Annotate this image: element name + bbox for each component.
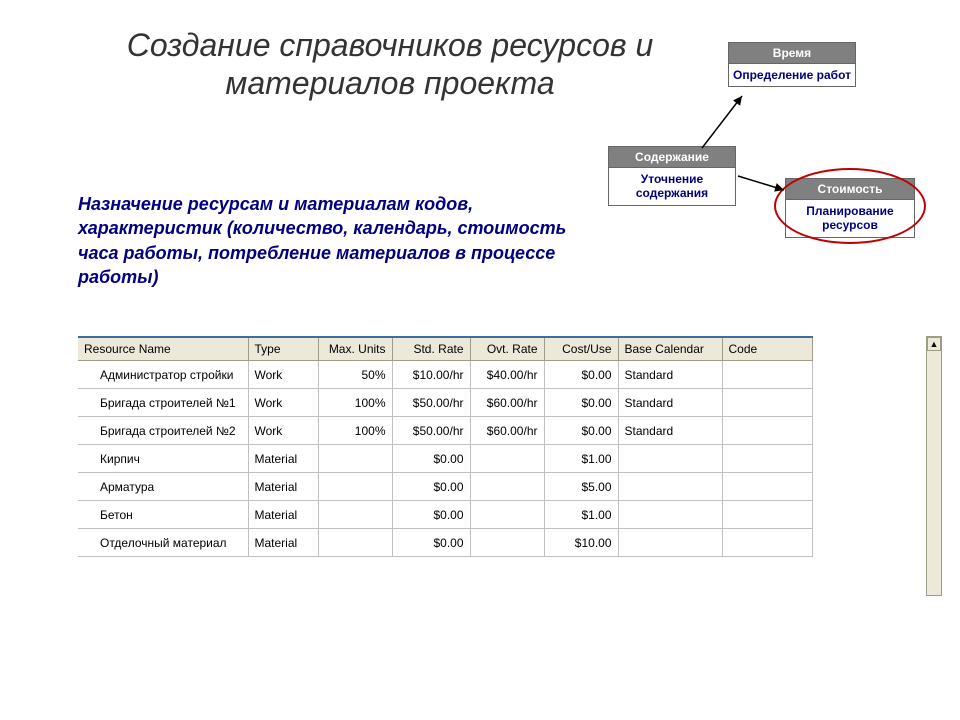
- cell-ovt: [470, 501, 544, 529]
- resource-table: Resource NameTypeMax. UnitsStd. RateOvt.…: [78, 336, 813, 557]
- cell-type: Material: [248, 445, 318, 473]
- cell-costuse: $1.00: [544, 501, 618, 529]
- table-row[interactable]: Администратор стройкиWork50%$10.00/hr$40…: [78, 361, 812, 389]
- cell-code: [722, 473, 812, 501]
- concept-body-cost: Планирование ресурсов: [786, 200, 914, 237]
- col-header-std[interactable]: Std. Rate: [392, 337, 470, 361]
- cell-std: $0.00: [392, 529, 470, 557]
- cell-name: Арматура: [78, 473, 248, 501]
- cell-costuse: $0.00: [544, 389, 618, 417]
- concept-header-scope: Содержание: [609, 147, 735, 168]
- vertical-scrollbar[interactable]: ▲: [926, 336, 942, 596]
- cell-ovt: $60.00/hr: [470, 389, 544, 417]
- concept-body-time: Определение работ: [729, 64, 855, 86]
- cell-max: [318, 473, 392, 501]
- table-row[interactable]: Бригада строителей №1Work100%$50.00/hr$6…: [78, 389, 812, 417]
- cell-name: Кирпич: [78, 445, 248, 473]
- table-row[interactable]: КирпичMaterial $0.00 $1.00: [78, 445, 812, 473]
- col-header-costuse[interactable]: Cost/Use: [544, 337, 618, 361]
- table-row[interactable]: Бригада строителей №2Work100%$50.00/hr$6…: [78, 417, 812, 445]
- col-header-ovt[interactable]: Ovt. Rate: [470, 337, 544, 361]
- cell-max: [318, 501, 392, 529]
- table-row[interactable]: Отделочный материалMaterial $0.00 $10.00: [78, 529, 812, 557]
- cell-ovt: [470, 473, 544, 501]
- cell-name: Бетон: [78, 501, 248, 529]
- cell-cal: [618, 529, 722, 557]
- description-text: Назначение ресурсам и материалам кодов, …: [78, 192, 578, 289]
- cell-cal: Standard: [618, 361, 722, 389]
- cell-name: Отделочный материал: [78, 529, 248, 557]
- cell-max: 100%: [318, 389, 392, 417]
- concept-box-time: Время Определение работ: [728, 42, 856, 87]
- cell-max: 50%: [318, 361, 392, 389]
- cell-type: Work: [248, 361, 318, 389]
- cell-std: $0.00: [392, 445, 470, 473]
- cell-type: Work: [248, 389, 318, 417]
- cell-costuse: $10.00: [544, 529, 618, 557]
- table-row[interactable]: АрматураMaterial $0.00 $5.00: [78, 473, 812, 501]
- col-header-type[interactable]: Type: [248, 337, 318, 361]
- cell-ovt: [470, 529, 544, 557]
- cell-std: $50.00/hr: [392, 417, 470, 445]
- table-header-row: Resource NameTypeMax. UnitsStd. RateOvt.…: [78, 337, 812, 361]
- cell-code: [722, 529, 812, 557]
- cell-cal: Standard: [618, 417, 722, 445]
- cell-std: $50.00/hr: [392, 389, 470, 417]
- cell-code: [722, 501, 812, 529]
- cell-code: [722, 389, 812, 417]
- table-row[interactable]: БетонMaterial $0.00 $1.00: [78, 501, 812, 529]
- col-header-name[interactable]: Resource Name: [78, 337, 248, 361]
- cell-costuse: $0.00: [544, 417, 618, 445]
- cell-std: $0.00: [392, 473, 470, 501]
- col-header-cal[interactable]: Base Calendar: [618, 337, 722, 361]
- cell-costuse: $5.00: [544, 473, 618, 501]
- concept-box-cost: Стоимость Планирование ресурсов: [785, 178, 915, 238]
- col-header-code[interactable]: Code: [722, 337, 812, 361]
- cell-name: Администратор стройки: [78, 361, 248, 389]
- cell-name: Бригада строителей №2: [78, 417, 248, 445]
- concept-body-scope: Уточнение содержания: [609, 168, 735, 205]
- scroll-up-icon[interactable]: ▲: [927, 337, 941, 351]
- cell-max: 100%: [318, 417, 392, 445]
- cell-costuse: $1.00: [544, 445, 618, 473]
- cell-type: Material: [248, 473, 318, 501]
- cell-std: $10.00/hr: [392, 361, 470, 389]
- cell-max: [318, 445, 392, 473]
- concept-header-time: Время: [729, 43, 855, 64]
- cell-max: [318, 529, 392, 557]
- cell-code: [722, 445, 812, 473]
- cell-type: Material: [248, 501, 318, 529]
- col-header-max[interactable]: Max. Units: [318, 337, 392, 361]
- cell-code: [722, 361, 812, 389]
- page-title: Создание справочников ресурсов и материа…: [80, 26, 700, 103]
- cell-cal: Standard: [618, 389, 722, 417]
- cell-ovt: [470, 445, 544, 473]
- cell-cal: [618, 445, 722, 473]
- cell-cal: [618, 473, 722, 501]
- cell-costuse: $0.00: [544, 361, 618, 389]
- cell-type: Work: [248, 417, 318, 445]
- cell-ovt: $40.00/hr: [470, 361, 544, 389]
- cell-cal: [618, 501, 722, 529]
- cell-ovt: $60.00/hr: [470, 417, 544, 445]
- concept-box-scope: Содержание Уточнение содержания: [608, 146, 736, 206]
- cell-code: [722, 417, 812, 445]
- cell-type: Material: [248, 529, 318, 557]
- cell-std: $0.00: [392, 501, 470, 529]
- cell-name: Бригада строителей №1: [78, 389, 248, 417]
- concept-header-cost: Стоимость: [786, 179, 914, 200]
